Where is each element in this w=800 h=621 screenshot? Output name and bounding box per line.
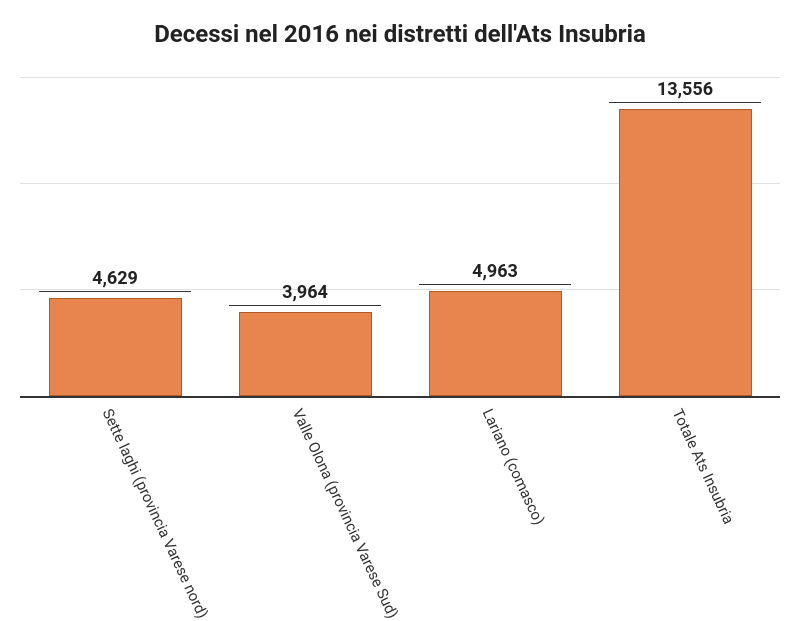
x-axis-label: Valle Olona (provincia Varese Sud)	[289, 406, 402, 621]
x-label-slot: Sette laghi (provincia Varese nord)	[20, 398, 210, 608]
x-label-slot: Lariano (comasco)	[400, 398, 590, 608]
bar	[49, 298, 182, 396]
bar-value-label: 13,556	[609, 79, 761, 103]
x-label-slot: Totale Ats Insubria	[590, 398, 780, 608]
bar-slot: 4,963	[400, 78, 590, 396]
bars-wrap: 4,629 3,964 4,963 13,556	[20, 78, 780, 396]
plot-area: 4,629 3,964 4,963 13,556	[20, 78, 780, 398]
bar-value-label: 4,629	[39, 268, 191, 292]
bar-slot: 3,964	[210, 78, 400, 396]
x-axis-label: Lariano (comasco)	[479, 406, 549, 528]
bar	[619, 109, 752, 396]
bar-value-label: 4,963	[419, 261, 571, 285]
x-axis-label: Sette laghi (provincia Varese nord)	[99, 406, 212, 621]
chart-container: Decessi nel 2016 nei distretti dell'Ats …	[0, 0, 800, 590]
bar	[239, 312, 372, 396]
bar-slot: 4,629	[20, 78, 210, 396]
x-label-slot: Valle Olona (provincia Varese Sud)	[210, 398, 400, 608]
bar-slot: 13,556	[590, 78, 780, 396]
chart-title: Decessi nel 2016 nei distretti dell'Ats …	[20, 20, 780, 48]
bar-value-label: 3,964	[229, 282, 381, 306]
x-axis-label: Totale Ats Insubria	[669, 406, 738, 527]
bar	[429, 291, 562, 396]
x-axis-labels: Sette laghi (provincia Varese nord)Valle…	[20, 398, 780, 608]
